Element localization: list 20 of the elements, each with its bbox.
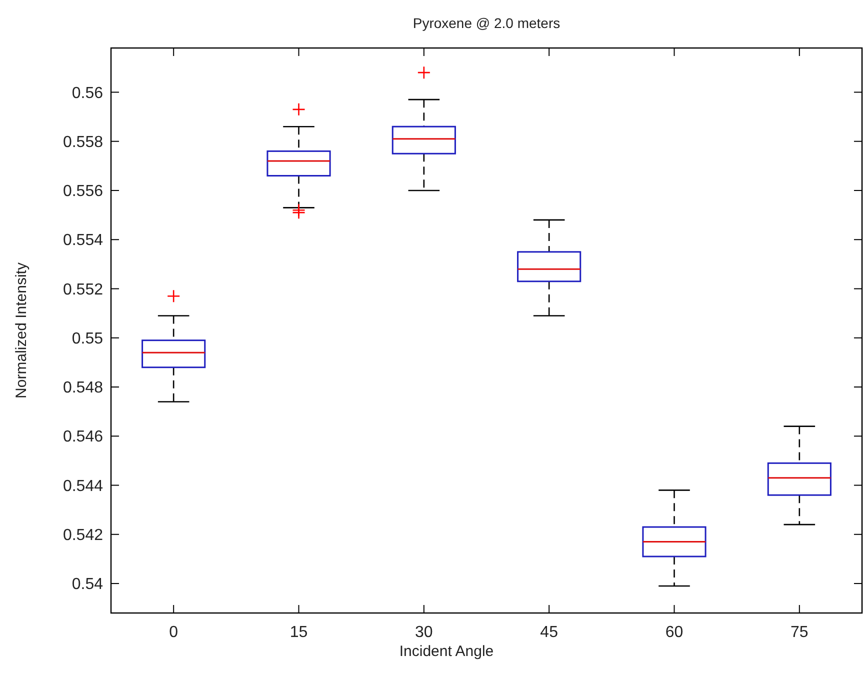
chart-title: Pyroxene @ 2.0 meters	[412, 15, 560, 31]
y-tick-label: 0.556	[62, 183, 104, 200]
x-tick-label: 45	[540, 624, 558, 641]
x-axis-title: Incident Angle	[399, 643, 494, 660]
y-tick-label: 0.546	[62, 428, 104, 446]
x-tick-label: 60	[665, 624, 684, 641]
y-tick-label: 0.55	[72, 330, 104, 348]
x-tick-label: 15	[290, 624, 308, 641]
y-tick-label: 0.544	[62, 478, 104, 495]
y-tick-label: 0.548	[62, 380, 104, 397]
y-tick-label: 0.54	[72, 576, 104, 594]
x-tick-label: 30	[415, 624, 433, 641]
x-tick-label: 0	[169, 624, 178, 641]
x-tick-label: 75	[790, 624, 808, 641]
y-axis-title: Normalized Intensity	[13, 262, 30, 398]
y-tick-label: 0.554	[62, 232, 104, 250]
y-tick-label: 0.56	[72, 84, 104, 102]
y-tick-label: 0.542	[62, 526, 104, 544]
y-tick-label: 0.558	[62, 134, 104, 151]
y-tick-label: 0.552	[62, 281, 104, 298]
